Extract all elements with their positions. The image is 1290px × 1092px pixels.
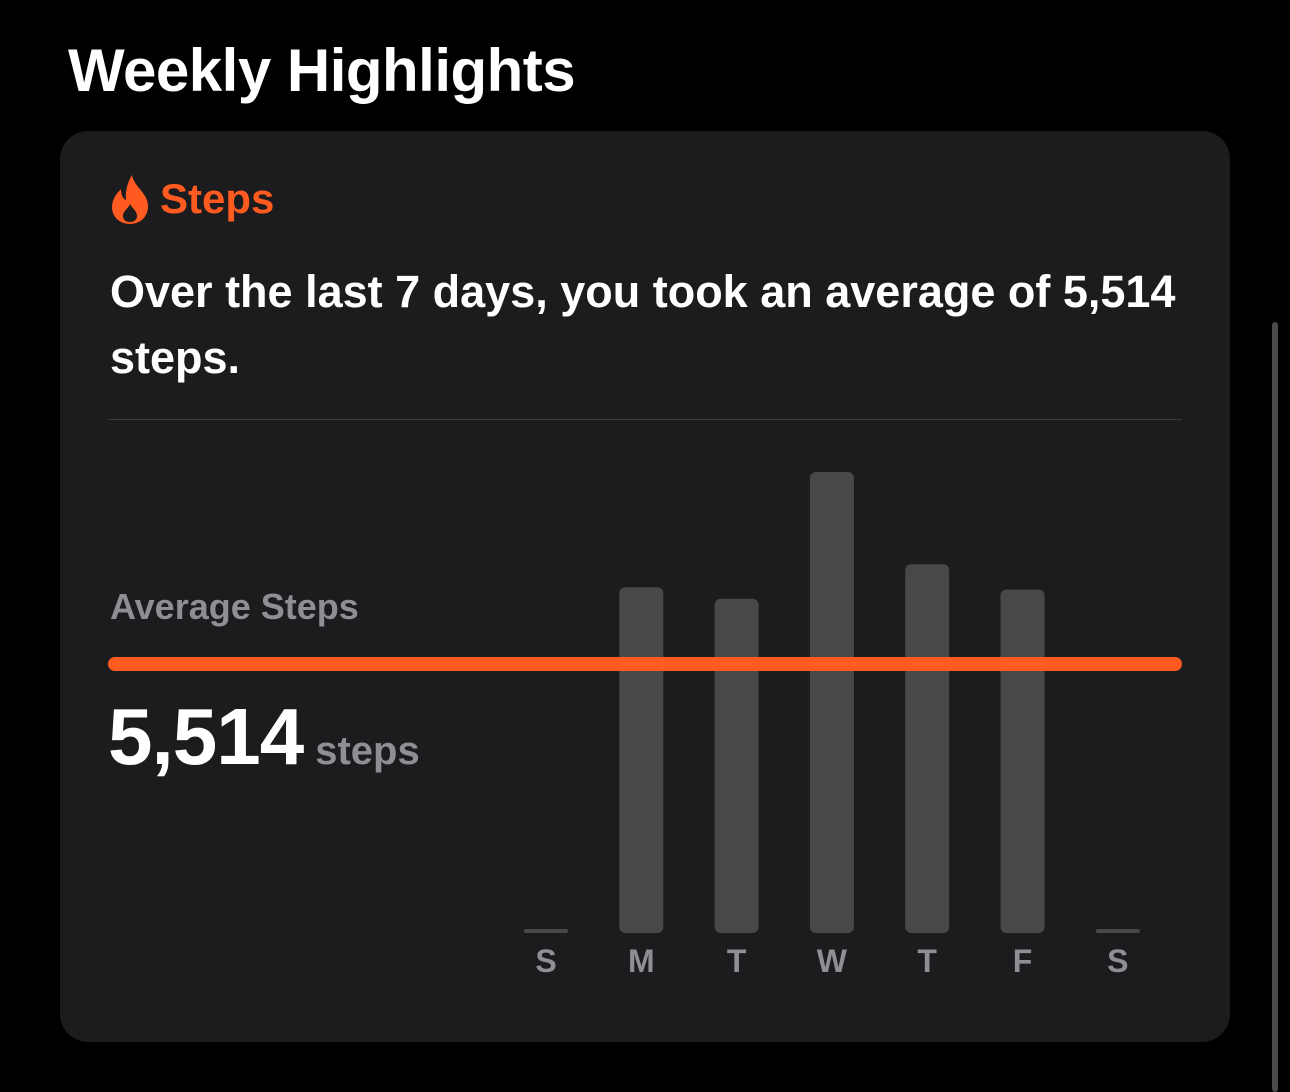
day-label-4: T	[917, 943, 937, 979]
steps-highlight-card[interactable]: Steps Over the last 7 days, you took an …	[60, 131, 1230, 1042]
bar-2	[714, 598, 759, 933]
card-title: Steps	[160, 175, 275, 222]
average-steps-label: Average Steps	[110, 586, 359, 627]
day-label-0: S	[535, 943, 556, 979]
bar-6	[1095, 929, 1140, 933]
average-value: 5,514 steps	[108, 691, 420, 783]
day-label-6: S	[1107, 943, 1128, 979]
day-label-3: W	[817, 943, 848, 979]
bar-0	[524, 929, 568, 933]
card-header: Steps	[110, 173, 274, 225]
section-title: Weekly Highlights	[68, 37, 576, 104]
bar-1	[619, 587, 664, 933]
average-steps-unit: steps	[315, 729, 420, 773]
day-label-1: M	[628, 943, 655, 979]
divider	[108, 419, 1182, 420]
bar-4	[905, 564, 950, 933]
flame-icon	[112, 175, 148, 224]
scrollbar[interactable]	[1272, 322, 1278, 1092]
bar-5	[1000, 589, 1045, 933]
average-line	[108, 657, 1182, 671]
bar-3	[809, 472, 854, 933]
day-label-5: F	[1013, 943, 1033, 979]
day-label-2: T	[727, 943, 747, 979]
average-steps-number: 5,514	[108, 692, 304, 781]
summary-text: Over the last 7 days, you took an averag…	[110, 266, 1176, 383]
